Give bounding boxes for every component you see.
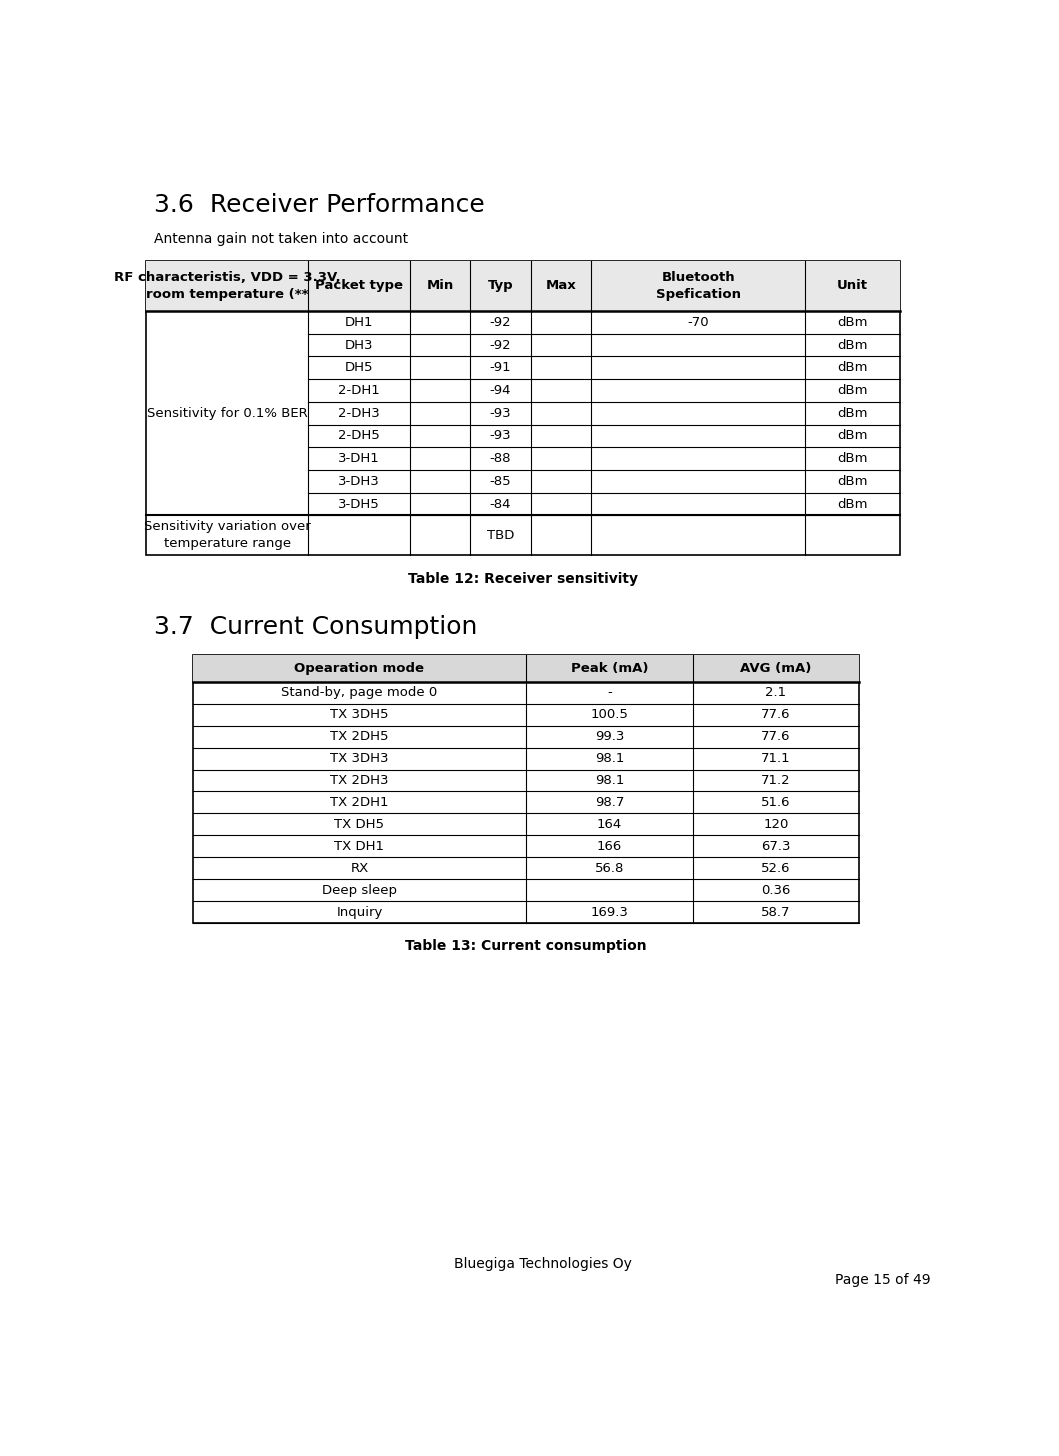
Text: 67.3: 67.3: [761, 840, 791, 853]
Text: TX DH5: TX DH5: [335, 818, 384, 831]
Text: dBm: dBm: [838, 339, 867, 351]
Text: -92: -92: [489, 339, 511, 351]
Text: 52.6: 52.6: [761, 862, 791, 875]
Text: Unit: Unit: [837, 280, 868, 293]
Text: dBm: dBm: [838, 453, 867, 464]
Text: Deep sleep: Deep sleep: [322, 884, 397, 897]
Text: 98.1: 98.1: [595, 753, 624, 764]
Text: Page 15 of 49: Page 15 of 49: [834, 1273, 931, 1287]
Text: dBm: dBm: [838, 384, 867, 397]
Text: 164: 164: [597, 818, 622, 831]
Text: TX 3DH3: TX 3DH3: [330, 753, 389, 764]
Text: 77.6: 77.6: [761, 708, 791, 721]
Bar: [193, 655, 859, 923]
Text: 3-DH5: 3-DH5: [338, 498, 380, 511]
Text: 71.1: 71.1: [761, 753, 791, 764]
Text: TX DH1: TX DH1: [335, 840, 384, 853]
Text: 99.3: 99.3: [595, 729, 624, 743]
Text: Sensitivity for 0.1% BER: Sensitivity for 0.1% BER: [147, 406, 308, 419]
Text: 71.2: 71.2: [761, 775, 791, 788]
Text: dBm: dBm: [838, 361, 867, 374]
Text: 100.5: 100.5: [591, 708, 628, 721]
Text: dBm: dBm: [838, 316, 867, 329]
Text: RF characteristis, VDD = 3.3V,
room temperature (**: RF characteristis, VDD = 3.3V, room temp…: [114, 271, 341, 301]
Text: Typ: Typ: [487, 280, 514, 293]
Text: -94: -94: [489, 384, 511, 397]
Text: 2.1: 2.1: [766, 686, 787, 699]
Text: 2-DH1: 2-DH1: [338, 384, 380, 397]
Text: Stand-by, page mode 0: Stand-by, page mode 0: [282, 686, 437, 699]
Text: AVG (mA): AVG (mA): [740, 662, 811, 674]
Text: 51.6: 51.6: [761, 796, 791, 810]
Text: RX: RX: [351, 862, 369, 875]
Text: 166: 166: [597, 840, 622, 853]
Text: -: -: [607, 686, 612, 699]
Text: 56.8: 56.8: [595, 862, 624, 875]
Text: -70: -70: [687, 316, 708, 329]
Text: Sensitivity variation over
temperature range: Sensitivity variation over temperature r…: [144, 520, 310, 550]
Text: 98.1: 98.1: [595, 775, 624, 788]
Bar: [146, 261, 900, 556]
Text: 3-DH1: 3-DH1: [338, 453, 380, 464]
Text: 77.6: 77.6: [761, 729, 791, 743]
Text: Table 13: Current consumption: Table 13: Current consumption: [406, 939, 647, 952]
Text: Table 12: Receiver sensitivity: Table 12: Receiver sensitivity: [408, 572, 638, 587]
Text: Max: Max: [545, 280, 576, 293]
Bar: [193, 655, 859, 681]
Text: -93: -93: [489, 430, 511, 443]
Text: Inquiry: Inquiry: [337, 906, 382, 919]
Text: 2-DH5: 2-DH5: [338, 430, 380, 443]
Text: Min: Min: [427, 280, 453, 293]
Text: 58.7: 58.7: [761, 906, 791, 919]
Text: DH3: DH3: [345, 339, 374, 351]
Text: Bluegiga Technologies Oy: Bluegiga Technologies Oy: [454, 1257, 631, 1271]
Text: Opearation mode: Opearation mode: [294, 662, 425, 674]
Text: Bluetooth
Spefication: Bluetooth Spefication: [656, 271, 740, 301]
Text: 98.7: 98.7: [595, 796, 624, 810]
Text: DH5: DH5: [345, 361, 374, 374]
Text: 3.6  Receiver Performance: 3.6 Receiver Performance: [154, 194, 485, 217]
Text: Antenna gain not taken into account: Antenna gain not taken into account: [154, 232, 408, 246]
Text: -88: -88: [489, 453, 511, 464]
Text: -84: -84: [489, 498, 511, 511]
Text: TX 2DH5: TX 2DH5: [330, 729, 389, 743]
Text: TBD: TBD: [487, 529, 514, 542]
Text: Packet type: Packet type: [316, 280, 403, 293]
Bar: [146, 261, 900, 312]
Text: 120: 120: [764, 818, 789, 831]
Text: TX 2DH1: TX 2DH1: [330, 796, 389, 810]
Text: DH1: DH1: [345, 316, 374, 329]
Text: 0.36: 0.36: [761, 884, 791, 897]
Text: -93: -93: [489, 406, 511, 419]
Text: TX 3DH5: TX 3DH5: [330, 708, 389, 721]
Text: dBm: dBm: [838, 430, 867, 443]
Text: Peak (mA): Peak (mA): [571, 662, 648, 674]
Text: -85: -85: [489, 475, 511, 488]
Text: dBm: dBm: [838, 475, 867, 488]
Text: dBm: dBm: [838, 498, 867, 511]
Text: 2-DH3: 2-DH3: [338, 406, 380, 419]
Text: 3.7  Current Consumption: 3.7 Current Consumption: [154, 614, 478, 639]
Text: 3-DH3: 3-DH3: [338, 475, 380, 488]
Text: 169.3: 169.3: [591, 906, 628, 919]
Text: dBm: dBm: [838, 406, 867, 419]
Text: TX 2DH3: TX 2DH3: [330, 775, 389, 788]
Text: -92: -92: [489, 316, 511, 329]
Text: -91: -91: [489, 361, 511, 374]
